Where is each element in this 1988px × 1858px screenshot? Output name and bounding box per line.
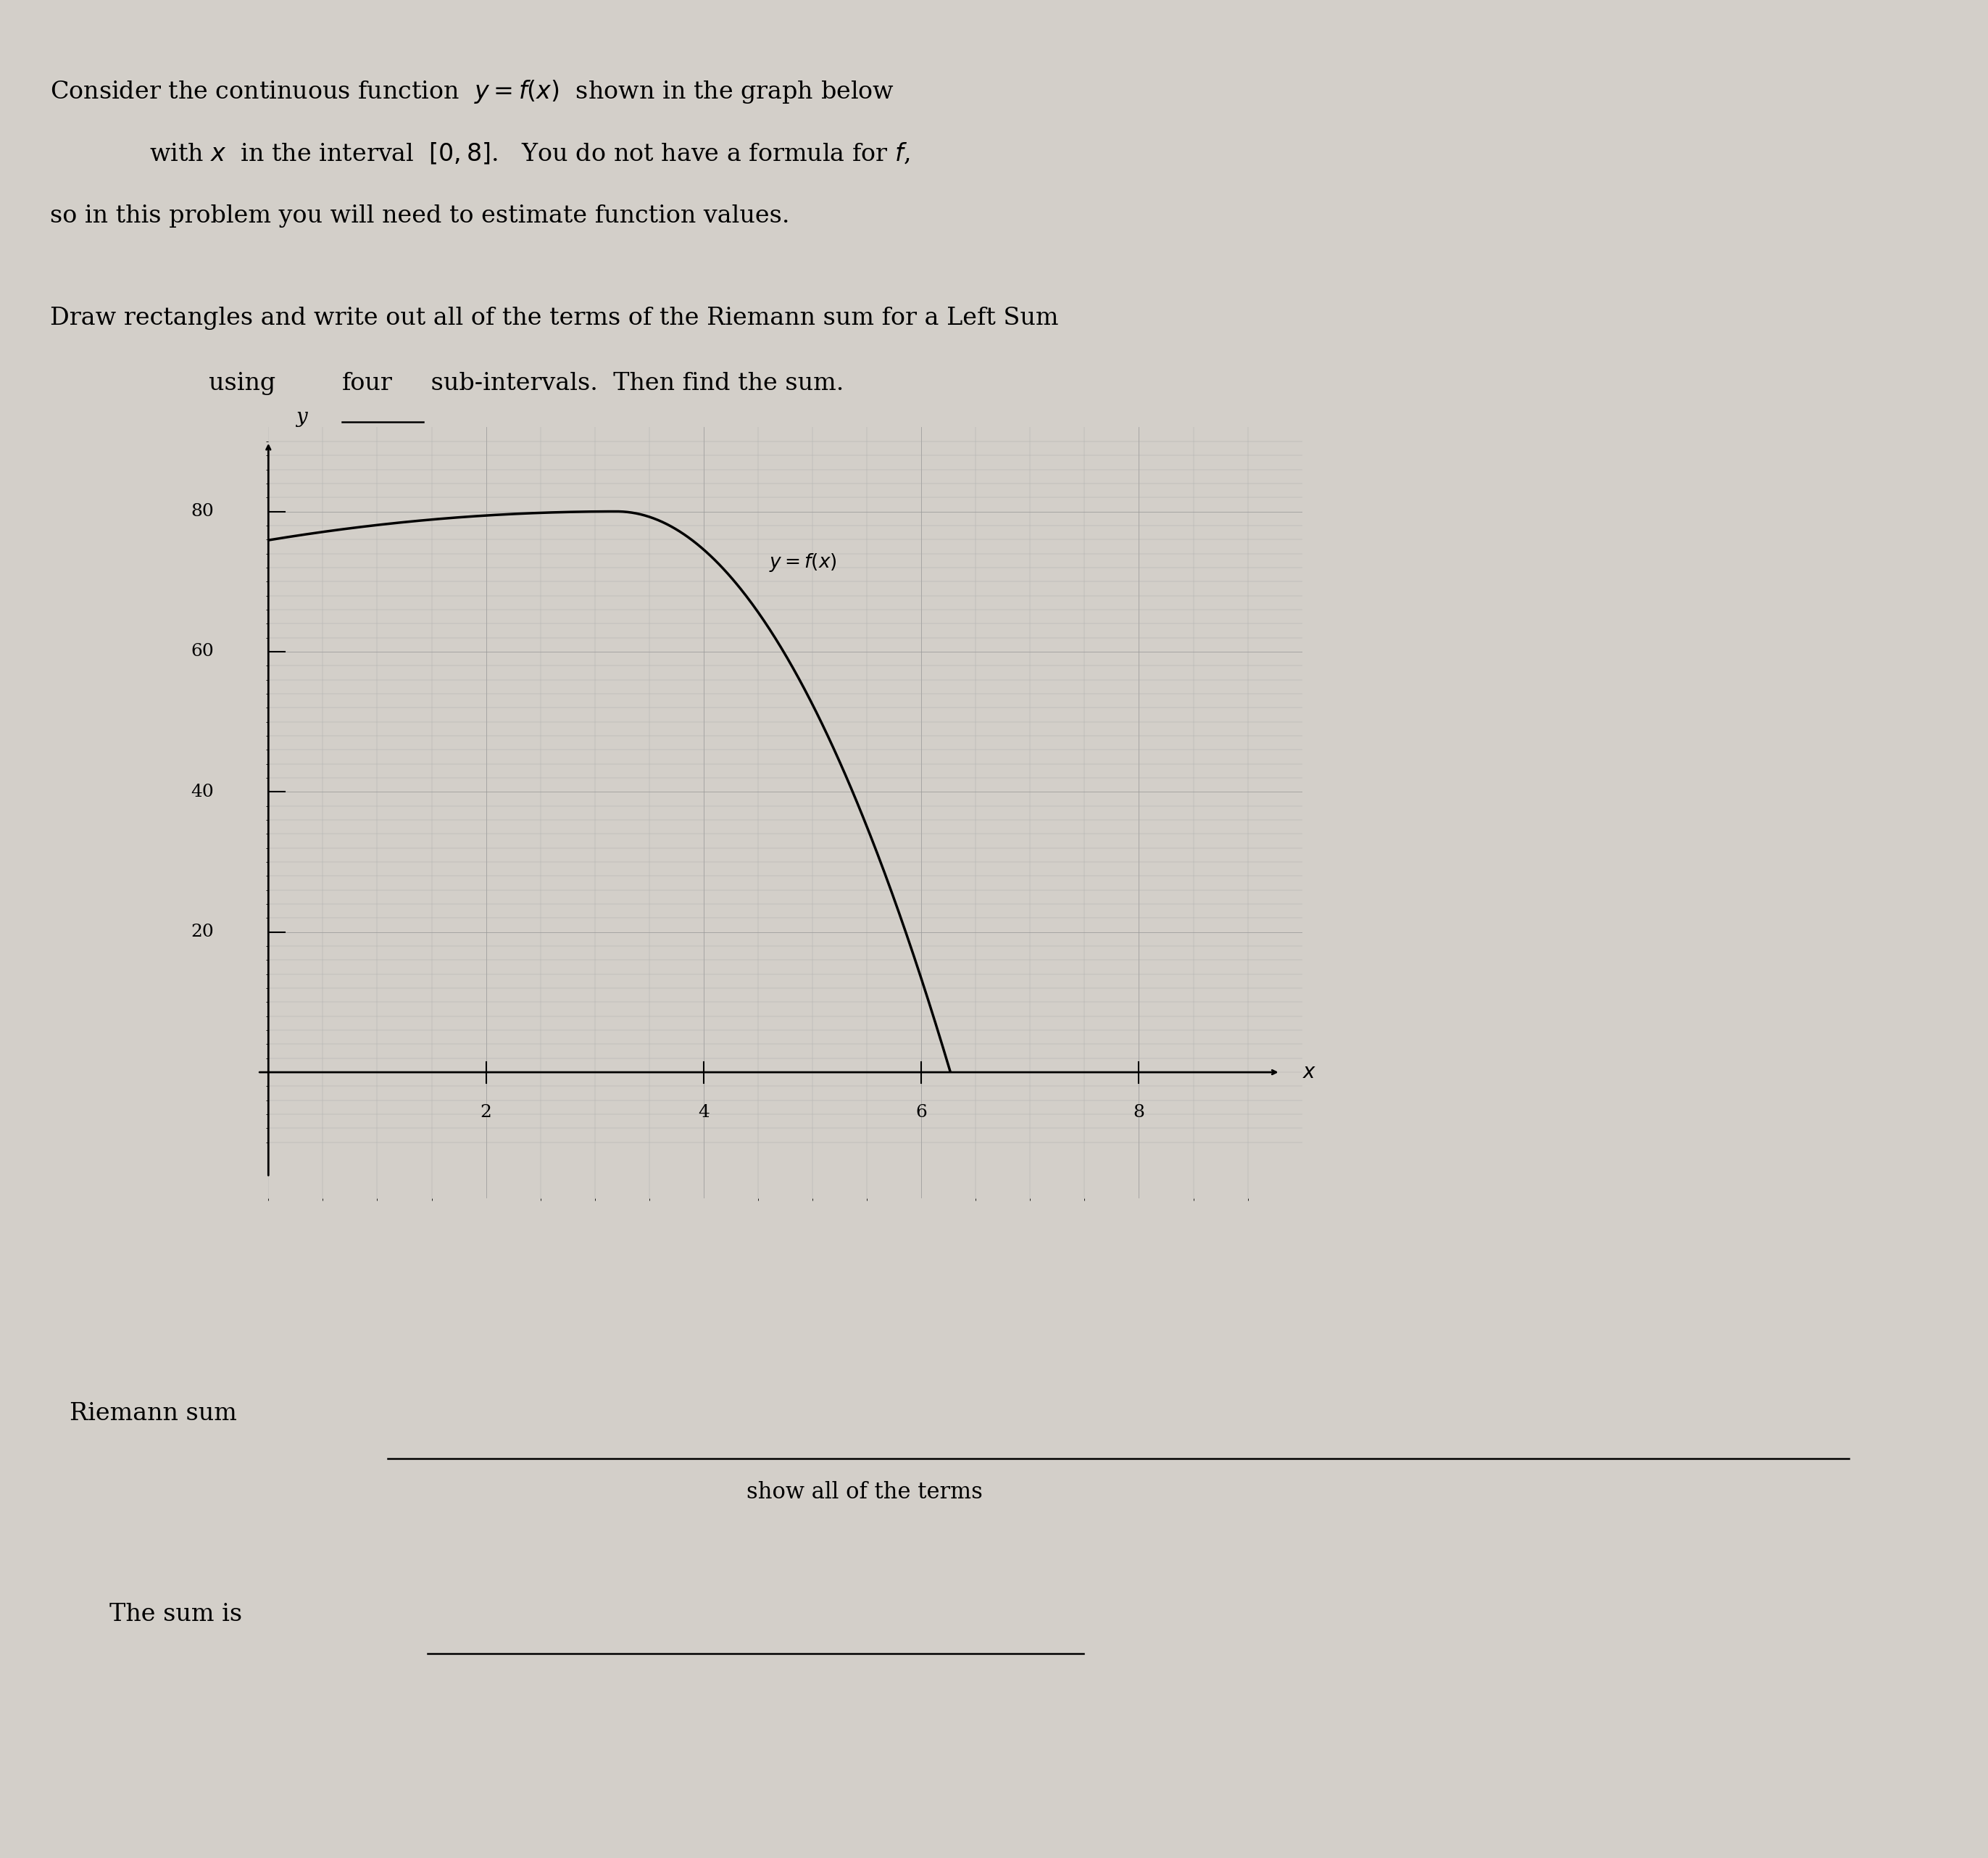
Text: Consider the continuous function  $y = f(x)$  shown in the graph below: Consider the continuous function $y = f(…: [50, 78, 895, 104]
Text: Draw rectangles and write out all of the terms of the Riemann sum for a Left Sum: Draw rectangles and write out all of the…: [50, 307, 1058, 329]
Text: $y = f(x)$: $y = f(x)$: [769, 552, 837, 574]
Text: The sum is: The sum is: [109, 1603, 243, 1626]
Text: using: using: [209, 372, 284, 394]
Text: sub-intervals.  Then find the sum.: sub-intervals. Then find the sum.: [423, 372, 845, 394]
Text: with $x$  in the interval  $[0, 8]$.   You do not have a formula for $f$,: with $x$ in the interval $[0, 8]$. You d…: [149, 141, 911, 165]
Text: $x$: $x$: [1302, 1063, 1316, 1081]
Text: 20: 20: [191, 923, 215, 940]
Text: 60: 60: [191, 643, 215, 660]
Text: so in this problem you will need to estimate function values.: so in this problem you will need to esti…: [50, 204, 789, 227]
Text: 2: 2: [481, 1104, 491, 1120]
Text: 6: 6: [916, 1104, 926, 1120]
Text: y: y: [296, 407, 306, 427]
Text: four: four: [342, 372, 392, 394]
Text: 80: 80: [191, 504, 215, 520]
Text: 40: 40: [191, 784, 215, 801]
Text: 8: 8: [1133, 1104, 1145, 1120]
Text: 4: 4: [698, 1104, 710, 1120]
Text: show all of the terms: show all of the terms: [747, 1481, 982, 1503]
Text: Riemann sum: Riemann sum: [70, 1403, 237, 1425]
